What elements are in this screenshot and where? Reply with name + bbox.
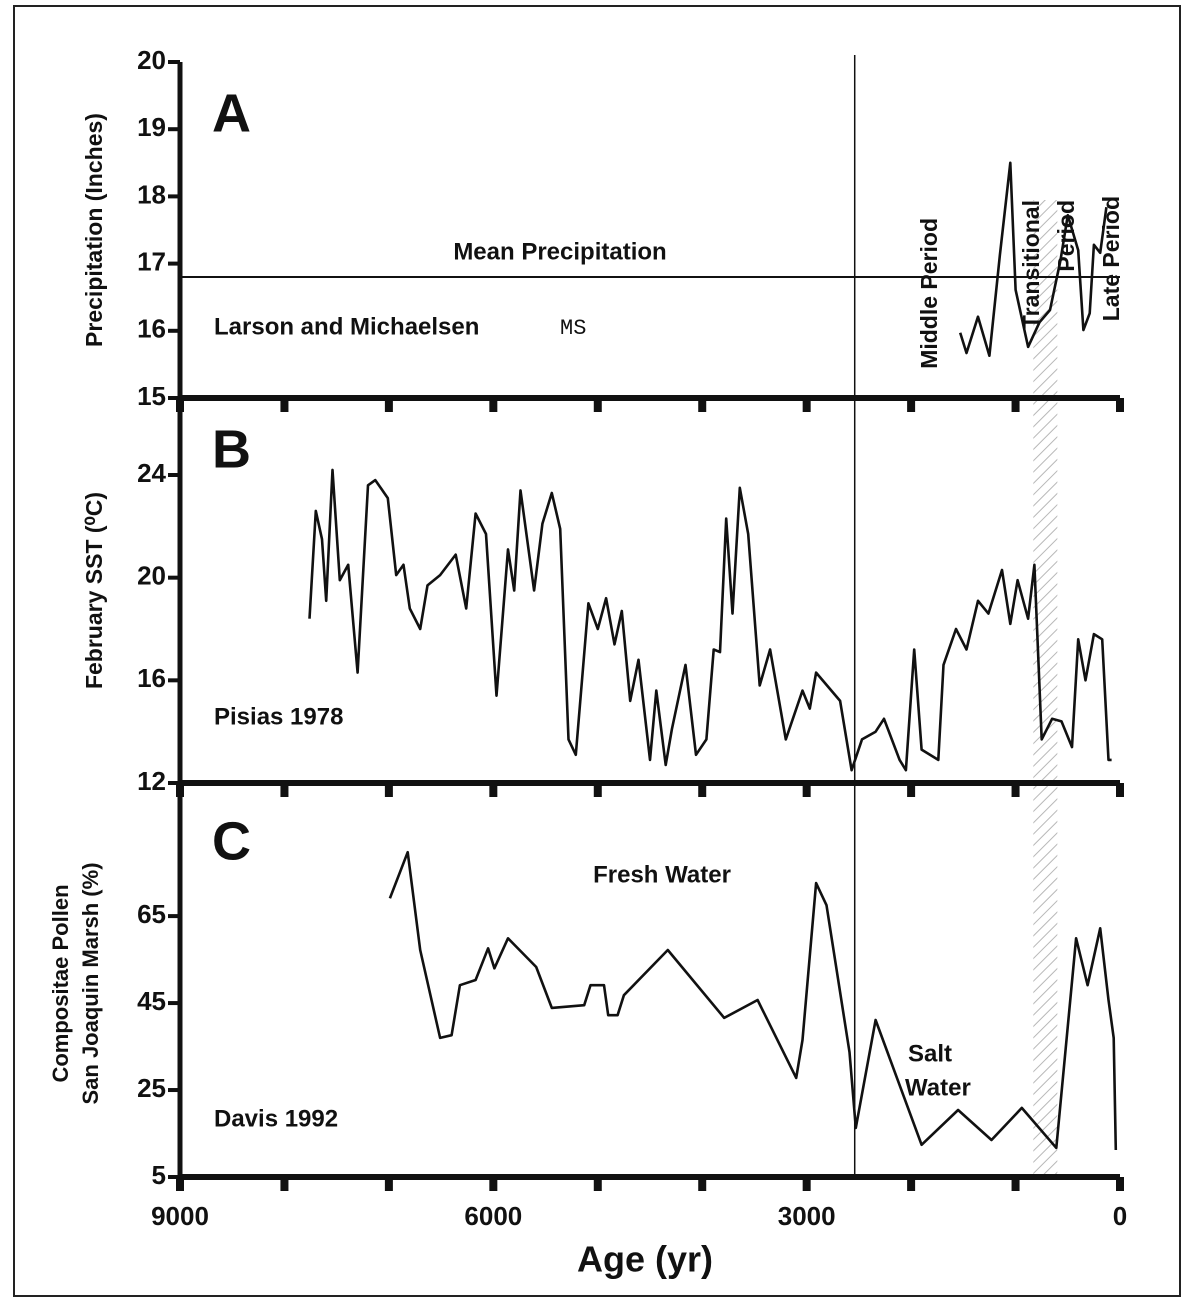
y-tick-label: 20 [137, 45, 166, 75]
y-axis-title: February SST (⁰C) [81, 492, 107, 689]
frame [13, 5, 1181, 1297]
x-tick [384, 1177, 393, 1191]
x-tick [489, 1177, 498, 1191]
source-label: Larson and Michaelsen [214, 313, 479, 340]
x-tick [802, 783, 811, 797]
x-tick [698, 1177, 707, 1191]
x-tick [1116, 1177, 1124, 1191]
y-tick-label: 16 [137, 314, 166, 344]
data-line [308, 468, 1112, 772]
x-tick [280, 1177, 289, 1191]
x-tick [1116, 398, 1124, 412]
panel-label: A [212, 83, 251, 143]
x-tick-label: 6000 [464, 1201, 522, 1231]
y-axis-title: Precipitation (Inches) [81, 113, 107, 347]
y-axis-title: San Joaquin Marsh (%) [78, 862, 103, 1104]
x-tick [593, 398, 602, 412]
x-tick [698, 783, 707, 797]
x-tick [593, 1177, 602, 1191]
y-tick-label: 25 [137, 1073, 166, 1103]
shaded-band [1033, 200, 1058, 1177]
x-tick-label: 0 [1113, 1201, 1127, 1231]
annotation: Water [905, 1074, 971, 1101]
y-tick-label: 45 [137, 986, 166, 1016]
y-tick-label: 65 [137, 899, 166, 929]
period-label: Middle Period [916, 218, 942, 369]
y-tick-label: 17 [137, 246, 166, 276]
x-tick [907, 1177, 916, 1191]
x-tick-label: 9000 [151, 1201, 209, 1231]
x-tick [489, 783, 498, 797]
x-tick [698, 398, 707, 412]
y-tick-label: 15 [137, 381, 166, 411]
y-tick-label: 18 [137, 179, 166, 209]
x-tick [907, 783, 916, 797]
x-tick [384, 398, 393, 412]
source-label: Pisias 1978 [214, 703, 343, 730]
y-tick-label: 5 [152, 1160, 166, 1190]
x-tick [1011, 398, 1020, 412]
x-tick [280, 398, 289, 412]
panel-label: B [212, 419, 251, 479]
x-tick [802, 1177, 811, 1191]
annotation: Salt [908, 1040, 952, 1067]
x-tick [176, 1177, 184, 1191]
x-tick [802, 398, 811, 412]
y-axis-title: Compositae Pollen [48, 884, 73, 1082]
x-tick [280, 783, 289, 797]
data-line [958, 161, 1108, 357]
x-tick [907, 398, 916, 412]
source-label: Davis 1992 [214, 1105, 338, 1132]
y-tick-label: 24 [137, 458, 166, 488]
x-tick-label: 3000 [778, 1201, 836, 1231]
mean-label: Mean Precipitation [453, 238, 666, 265]
x-tick [489, 398, 498, 412]
y-tick-label: 19 [137, 112, 166, 142]
x-tick [593, 783, 602, 797]
y-tick-label: 16 [137, 663, 166, 693]
annotation: Fresh Water [593, 861, 731, 888]
x-tick [1011, 1177, 1020, 1191]
data-line [388, 850, 1118, 1151]
x-tick [384, 783, 393, 797]
source-suffix: MS [560, 316, 586, 341]
period-label: Late Period [1098, 196, 1124, 321]
x-tick [1116, 783, 1124, 797]
y-tick-label: 20 [137, 561, 166, 591]
panel-label: C [212, 811, 251, 871]
x-tick [1011, 783, 1020, 797]
x-axis-title: Age (yr) [577, 1239, 713, 1280]
period-label: Transitional [1018, 200, 1044, 329]
y-tick-label: 12 [137, 766, 166, 796]
